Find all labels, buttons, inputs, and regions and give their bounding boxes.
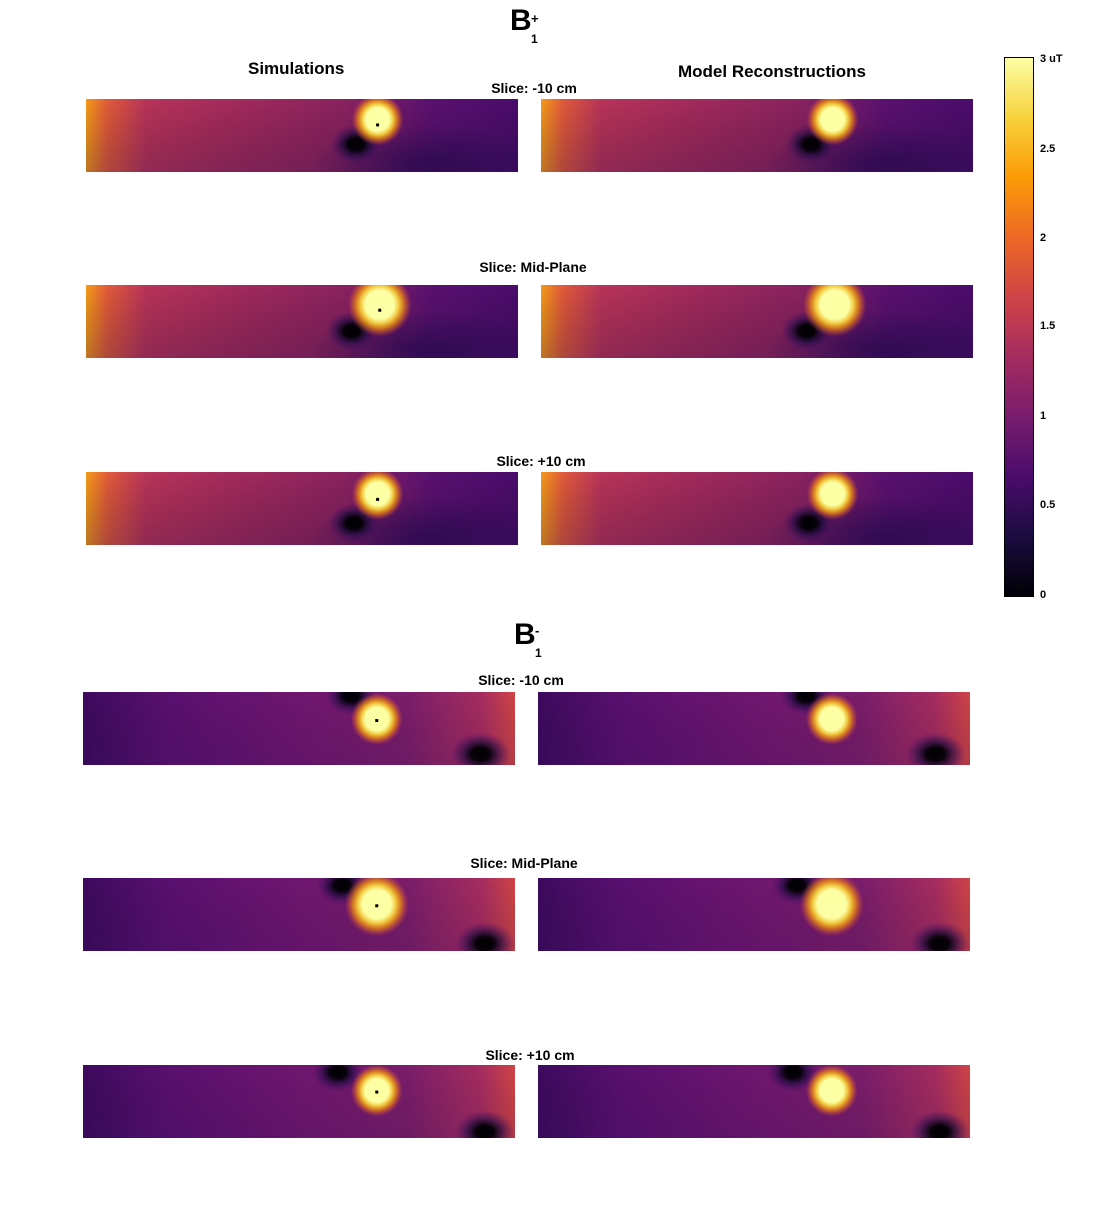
heatmap-b1minus-model-slice-1: [538, 878, 970, 951]
source-hotspot: [805, 693, 858, 746]
column-title-simulations: Simulations: [248, 59, 345, 78]
heatmap-svg: [538, 878, 970, 951]
source-marker: [376, 123, 380, 127]
source-marker: [375, 1090, 379, 1094]
source-marker: [376, 497, 380, 501]
b1-minus-title-sup: -: [535, 623, 540, 638]
heatmap-svg: [541, 285, 973, 358]
field-null-spot: [909, 921, 970, 951]
field-null-spot: [450, 732, 511, 765]
slice-label-plus-1: Slice: Mid-Plane: [479, 259, 587, 275]
colorbar-tick-label: 0: [1040, 589, 1047, 601]
heatmap-b1plus-sim-slice-0: [86, 99, 518, 172]
heatmap-b1plus-model-slice-0: [541, 99, 973, 172]
field-null-spot: [909, 1110, 970, 1138]
source-marker: [378, 308, 382, 312]
source-hotspot: [806, 99, 859, 146]
slice-label-plus-2: Slice: +10 cm: [496, 453, 586, 469]
heatmap-svg: [86, 99, 518, 172]
heatmap-b1minus-model-slice-0: [538, 692, 970, 765]
b1-plus-title: B + 1: [510, 4, 539, 47]
heatmap-svg: [538, 692, 970, 765]
slice-label-plus-0: Slice: -10 cm: [491, 80, 577, 96]
heatmap-svg: [541, 472, 973, 545]
source-hotspot: [805, 1065, 858, 1117]
source-hotspot: [351, 472, 404, 520]
slice-label-minus-1: Slice: Mid-Plane: [470, 855, 578, 871]
slice-label-minus-2: Slice: +10 cm: [485, 1047, 575, 1063]
heatmap-svg: [83, 1065, 515, 1138]
colorbar-tick-label: 1.5: [1040, 320, 1056, 332]
heatmap-shading: [538, 692, 970, 765]
heatmap-shading: [83, 1065, 515, 1138]
source-hotspot: [351, 99, 404, 146]
slice-label-minus-0: Slice: -10 cm: [478, 672, 564, 688]
b1-plus-title-sub: 1: [531, 32, 538, 46]
source-marker: [375, 904, 379, 908]
heatmap-shading: [83, 692, 515, 765]
heatmap-svg: [86, 472, 518, 545]
colorbar-tick-label: 1: [1040, 410, 1047, 422]
colorbar-tick-label: 2.5: [1040, 143, 1056, 155]
source-hotspot: [802, 285, 867, 337]
colorbar-tick-label: 0.5: [1040, 499, 1056, 511]
b1-minus-title-base: B: [514, 618, 536, 651]
heatmap-shading: [538, 1065, 970, 1138]
field-null-spot: [454, 921, 515, 951]
heatmap-svg: [541, 99, 973, 172]
b1-minus-title: B - 1: [514, 618, 542, 661]
field-null-spot: [905, 732, 966, 765]
heatmap-b1plus-sim-slice-1: [86, 285, 518, 358]
heatmap-b1minus-model-slice-2: [538, 1065, 970, 1138]
heatmap-b1plus-model-slice-2: [541, 472, 973, 545]
source-marker: [375, 719, 379, 723]
field-null-spot: [766, 1065, 819, 1093]
heatmap-svg: [86, 285, 518, 358]
b1-minus-title-sub: 1: [535, 646, 542, 660]
heatmap-shading: [538, 878, 970, 951]
heatmap-svg: [83, 692, 515, 765]
field-null-spot: [311, 1065, 364, 1093]
heatmap-b1plus-model-slice-1: [541, 285, 973, 358]
field-null-spot: [454, 1110, 515, 1138]
heatmap-svg: [538, 1065, 970, 1138]
heatmap-b1minus-sim-slice-2: [83, 1065, 515, 1138]
heatmap-shading: [83, 878, 515, 951]
b1-plus-title-sup: +: [531, 11, 539, 26]
heatmap-b1minus-sim-slice-0: [83, 692, 515, 765]
heatmap-b1plus-sim-slice-2: [86, 472, 518, 545]
column-title-model-reconstructions: Model Reconstructions: [678, 62, 866, 81]
heatmap-svg: [83, 878, 515, 951]
source-hotspot: [799, 878, 864, 937]
heatmap-b1minus-sim-slice-1: [83, 878, 515, 951]
colorbar: [1004, 57, 1034, 597]
colorbar-tick-label: 3 uT: [1040, 53, 1063, 65]
source-hotspot: [806, 472, 859, 520]
colorbar-tick-label: 2: [1040, 232, 1047, 244]
b1-plus-title-base: B: [510, 4, 532, 37]
